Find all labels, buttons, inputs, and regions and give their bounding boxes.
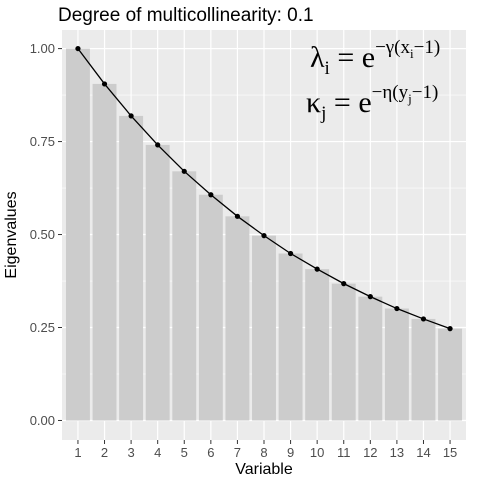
point-13 [394, 305, 400, 312]
bar-12 [358, 296, 383, 421]
kappa-sub: j [320, 103, 326, 124]
x-tick-label: 9 [287, 445, 294, 460]
point-2 [101, 81, 108, 87]
kappa-sup-sub: j [407, 91, 412, 106]
bar-11 [331, 283, 356, 421]
x-axis: 1 2 3 4 5 6 7 8 9 10 11 12 13 14 15 [74, 440, 457, 460]
point-15 [447, 326, 453, 332]
kappa-sup-pre: −η(y [372, 82, 409, 103]
y-axis: 0.00 0.25 0.50 0.75 1.00 [30, 41, 62, 428]
bar-4 [145, 144, 170, 421]
data-points [75, 45, 453, 332]
y-tick-label: 0.25 [30, 320, 55, 335]
point-14 [420, 316, 427, 322]
y-tick-label: 1.00 [30, 41, 55, 56]
bar-8 [252, 235, 276, 421]
chart-title: Degree of multicollinearity: 0.1 [58, 5, 314, 26]
kappa-sup-post: −1) [412, 82, 439, 103]
lambda-formula: λi = e−γ(xi−1) [310, 37, 440, 79]
x-tick-label: 2 [101, 445, 108, 460]
bar-1 [65, 48, 90, 421]
bar-10 [305, 269, 330, 421]
point-7 [234, 213, 241, 219]
lambda-sub: i [325, 58, 330, 79]
x-tick-label: 4 [154, 445, 161, 460]
bar-6 [198, 194, 223, 421]
y-tick-label: 0.50 [30, 227, 55, 242]
point-6 [208, 192, 214, 198]
x-tick-label: 10 [310, 445, 324, 460]
y-tick-label: 0.75 [30, 134, 55, 149]
point-12 [367, 294, 373, 300]
lambda-eq: = e [330, 41, 375, 74]
x-tick-label: 3 [127, 445, 134, 460]
bars [65, 48, 463, 421]
x-tick-label: 15 [443, 445, 457, 460]
point-3 [128, 113, 134, 119]
point-5 [181, 168, 187, 174]
point-8 [261, 233, 267, 239]
x-tick-label: 12 [363, 445, 377, 460]
bar-7 [225, 216, 250, 421]
kappa-eq: = e [326, 86, 371, 119]
x-tick-label: 8 [260, 445, 267, 460]
x-tick-label: 1 [74, 445, 81, 460]
point-11 [341, 281, 347, 287]
lambda-sup-pre: −γ(x [375, 37, 410, 58]
x-tick-label: 7 [234, 445, 241, 460]
x-tick-label: 5 [181, 445, 188, 460]
y-axis-title: Eigenvalues [3, 191, 20, 278]
x-tick-label: 11 [337, 445, 351, 460]
bar-2 [92, 83, 117, 421]
point-9 [287, 250, 294, 257]
x-tick-label: 13 [390, 445, 404, 460]
lambda-base: λ [310, 41, 325, 74]
bar-9 [278, 253, 303, 421]
bar-15 [438, 328, 463, 421]
point-4 [155, 142, 161, 148]
lambda-sup-post: −1) [414, 37, 441, 58]
bar-14 [411, 318, 436, 421]
y-tick-label: 0.00 [30, 413, 55, 428]
kappa-base: κ [306, 86, 321, 119]
x-tick-label: 14 [416, 445, 430, 460]
point-10 [314, 266, 320, 272]
bar-13 [384, 308, 409, 421]
x-axis-title: Variable [235, 461, 293, 478]
kappa-formula: κj = e−η(yj−1) [306, 82, 438, 124]
x-tick-label: 6 [207, 445, 214, 460]
lambda-sup-sub: i [410, 46, 414, 61]
bar-5 [172, 171, 197, 421]
bar-3 [119, 115, 144, 421]
point-1 [75, 45, 81, 52]
